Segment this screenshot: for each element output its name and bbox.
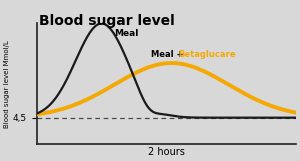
Text: Meal: Meal [115,29,139,38]
Text: Meal +: Meal + [151,50,186,59]
X-axis label: 2 hours: 2 hours [148,147,185,157]
Text: Betaglucare: Betaglucare [179,50,236,59]
Text: Blood sugar level: Blood sugar level [39,14,175,28]
Y-axis label: Blood sugar level Mmol/L: Blood sugar level Mmol/L [4,40,10,128]
